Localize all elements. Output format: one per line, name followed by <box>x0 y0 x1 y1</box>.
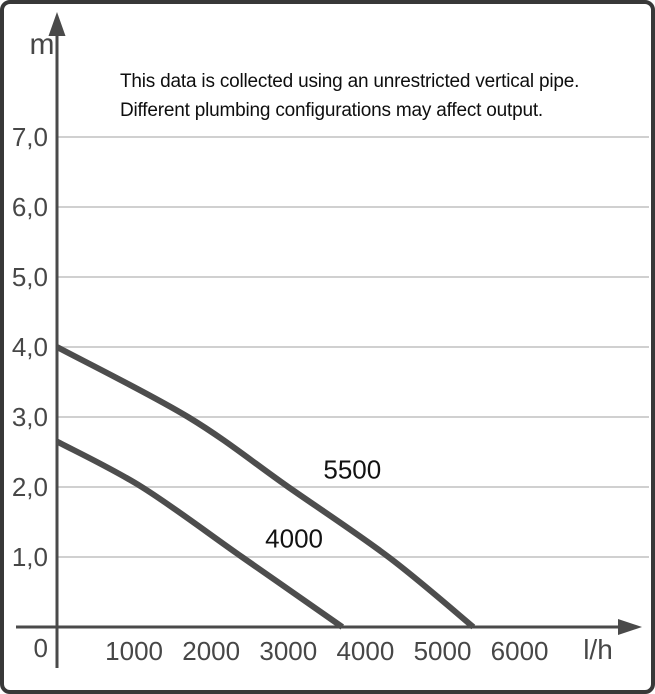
annotation-line-1: This data is collected using an unrestri… <box>120 71 580 92</box>
curve-label-4000: 4000 <box>265 523 323 554</box>
chart-annotation: This data is collected using an unrestri… <box>120 67 579 125</box>
y-tick-label: 1,0 <box>11 542 48 572</box>
y-axis-arrow <box>48 12 66 36</box>
x-tick-label: 4000 <box>336 636 395 666</box>
y-tick-label: 3,0 <box>11 402 48 432</box>
chart-canvas <box>16 12 649 668</box>
x-tick-label: 2000 <box>182 636 241 666</box>
x-tick-label: 6000 <box>490 636 549 666</box>
y-tick-label: 2,0 <box>11 472 48 502</box>
origin-tick-label: 0 <box>33 633 48 663</box>
pump-curve-4000 <box>55 438 345 630</box>
x-tick-label: 1000 <box>105 636 164 666</box>
x-axis-unit-label: l/h <box>583 634 613 665</box>
y-tick-label: 5,0 <box>11 262 48 292</box>
y-tick-label: 7,0 <box>11 122 48 152</box>
y-tick-label: 6,0 <box>11 192 48 222</box>
y-axis-unit-label: m <box>29 28 55 61</box>
y-tick-label: 4,0 <box>11 332 48 362</box>
x-axis-arrow <box>618 619 642 635</box>
curve-label-5500: 5500 <box>323 454 382 485</box>
pump-curve-5500 <box>55 344 476 630</box>
x-tick-label: 3000 <box>259 636 318 666</box>
x-tick-label: 5000 <box>413 636 472 666</box>
annotation-line-2: Different plumbing configurations may af… <box>120 100 543 121</box>
